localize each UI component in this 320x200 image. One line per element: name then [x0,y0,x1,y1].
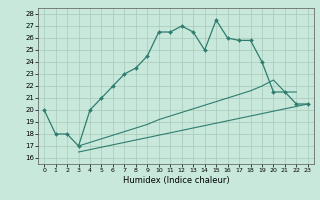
X-axis label: Humidex (Indice chaleur): Humidex (Indice chaleur) [123,176,229,185]
